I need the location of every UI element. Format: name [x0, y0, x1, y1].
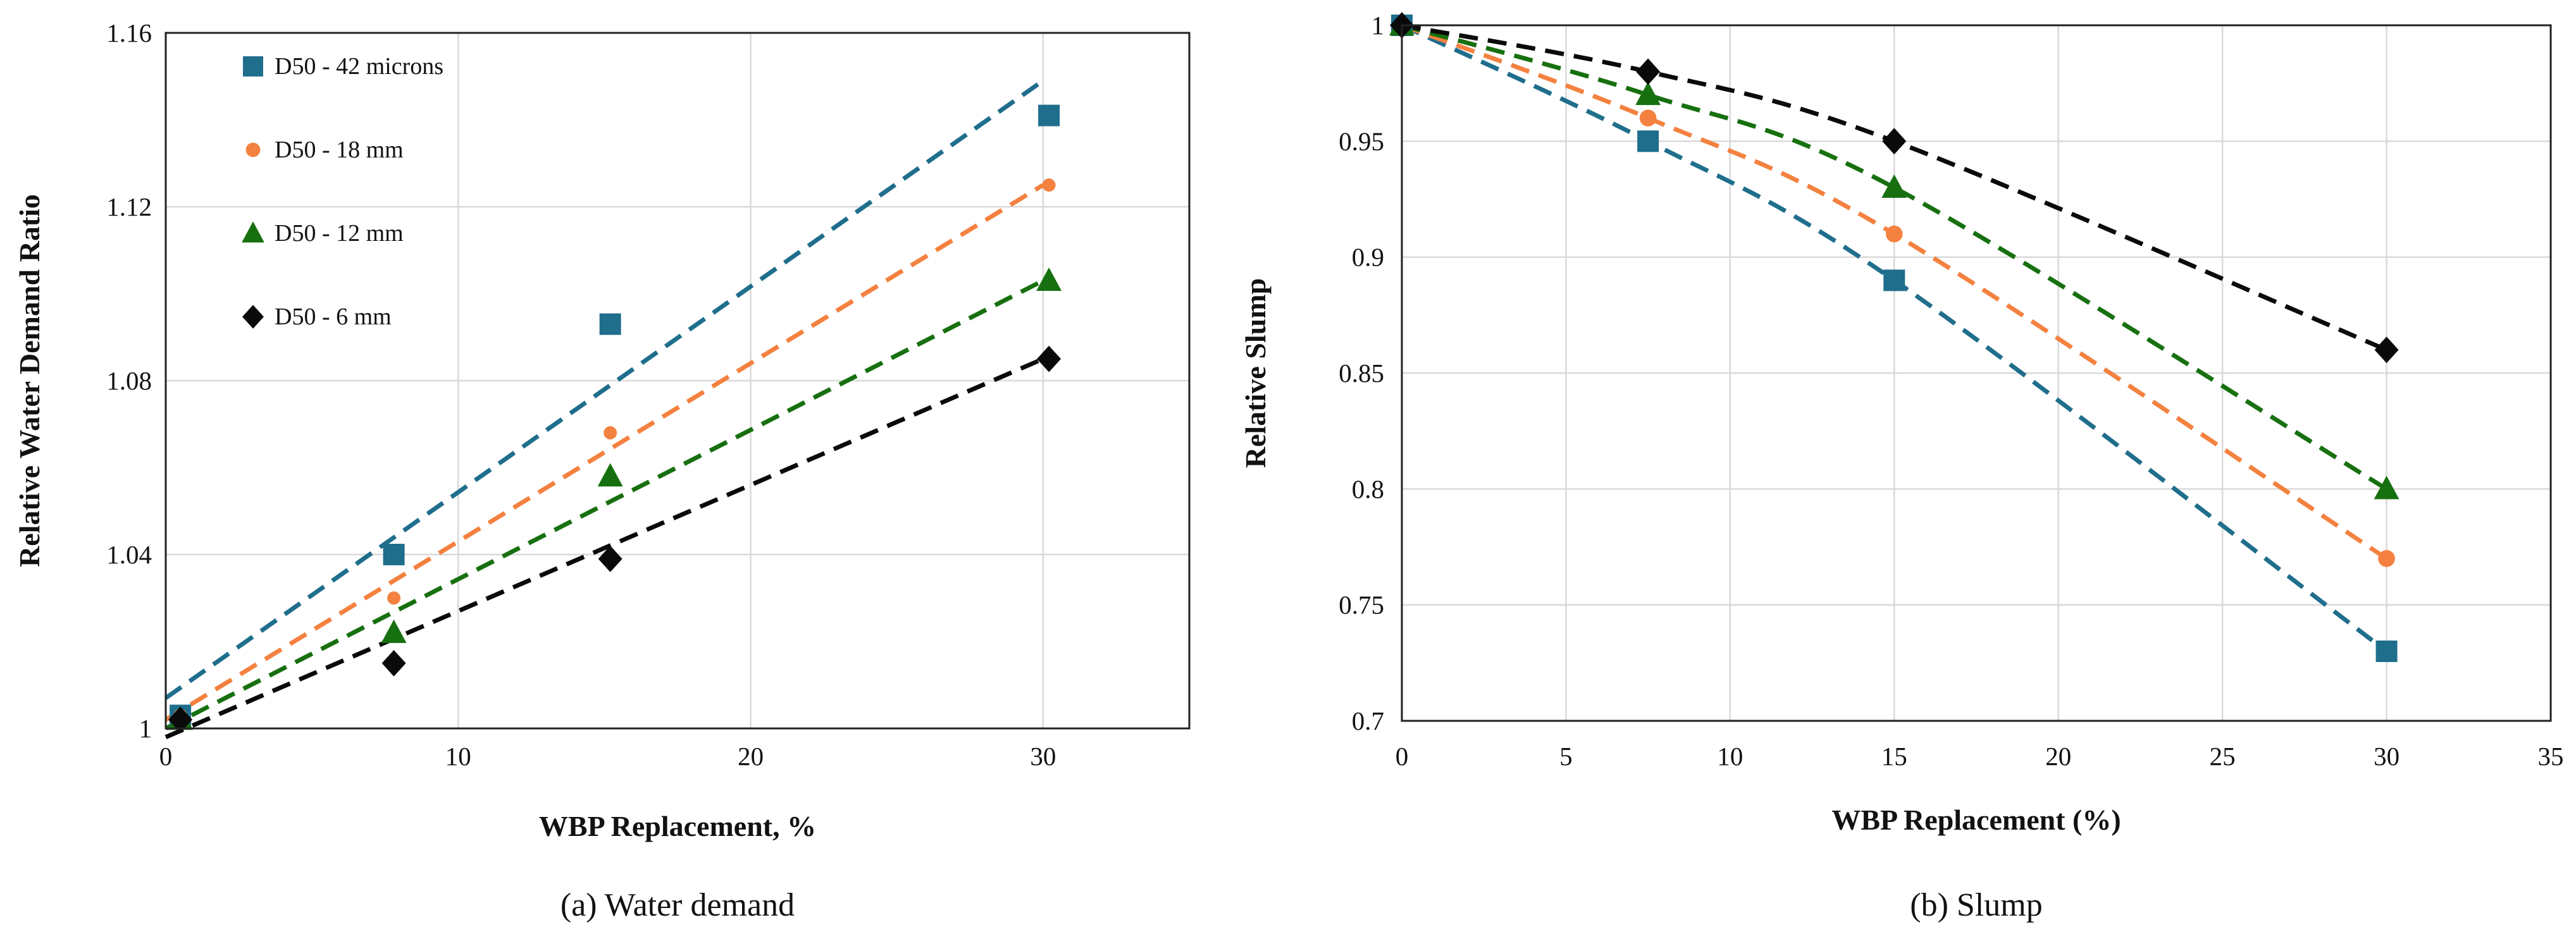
legend-item: D50 - 6 mm	[242, 304, 392, 330]
plot-frame	[164, 32, 1191, 730]
plot-frame	[1401, 24, 2552, 722]
y-tick-label: 1	[1372, 11, 1385, 40]
legend-item: D50 - 18 mm	[245, 137, 404, 163]
legend-label: D50 - 18 mm	[275, 137, 404, 163]
data-point	[1639, 109, 1657, 126]
legend-label: D50 - 12 mm	[275, 220, 404, 247]
y-tick-label: 0.95	[1339, 126, 1384, 156]
y-tick-label: 0.9	[1352, 243, 1384, 272]
x-tick-label: 10	[445, 742, 471, 771]
data-point	[381, 619, 407, 643]
x-tick-label: 30	[1030, 742, 1056, 771]
x-tick-label: 25	[2210, 742, 2236, 771]
x-axis-label: WBP Replacement, %	[539, 810, 816, 842]
data-point	[1882, 128, 1907, 155]
data-point	[1038, 104, 1060, 126]
legend-label: D50 - 6 mm	[275, 304, 392, 330]
data-point	[2375, 641, 2398, 662]
x-axis-label: WBP Replacement (%)	[1831, 804, 2121, 836]
data-point	[604, 426, 617, 439]
caption: (b) Slump	[1910, 887, 2042, 923]
data-points	[168, 104, 1062, 733]
x-tick-label: 10	[1717, 742, 1743, 771]
y-tick-label: 0.8	[1352, 474, 1384, 503]
data-point	[1883, 269, 1905, 291]
data-point	[2374, 476, 2400, 500]
data-point	[1042, 178, 1056, 192]
x-tick-label: 0	[159, 742, 173, 771]
trend-line	[1401, 23, 2387, 352]
data-point	[1635, 82, 1661, 106]
x-tick-label: 30	[2374, 742, 2400, 771]
legend-item: D50 - 12 mm	[242, 220, 404, 247]
data-point	[599, 313, 621, 335]
data-point	[168, 706, 193, 733]
grid-lines	[1401, 24, 2552, 722]
y-tick-label: 1.12	[106, 192, 152, 221]
data-point	[387, 591, 401, 605]
data-point	[1885, 225, 1903, 243]
panel-water-demand: 0 10 20 30 1 1.04 1.08 1.12 1.16 WBP Replacement…	[13, 18, 1191, 923]
data-point	[381, 649, 406, 677]
data-point	[383, 544, 405, 565]
trend-line	[164, 78, 1044, 700]
data-point	[2378, 550, 2395, 567]
y-axis-label: Relative Slump	[1239, 278, 1272, 468]
data-point	[1637, 130, 1659, 152]
legend: D50 - 42 microns D50 - 18 mm D50 - 12 mm D5…	[242, 53, 443, 330]
trend-lines	[1401, 23, 2388, 653]
caption: (a) Water demand	[560, 887, 795, 923]
data-point	[1036, 267, 1062, 291]
data-point	[1037, 345, 1062, 372]
data-point	[598, 545, 622, 572]
y-axis-label: Relative Water Demand Ratio	[13, 194, 46, 567]
trend-line	[164, 357, 1044, 739]
y-tick-label: 1.16	[106, 18, 152, 47]
trend-line	[1401, 23, 2388, 653]
x-tick-label: 35	[2538, 742, 2564, 771]
x-tick-label: 20	[2045, 742, 2071, 771]
data-point	[1881, 174, 1907, 198]
trend-line	[164, 278, 1044, 731]
y-tick-label: 0.7	[1352, 706, 1384, 735]
trend-line	[164, 183, 1044, 722]
x-tick-label: 20	[738, 742, 764, 771]
y-tick-label: 1.04	[106, 540, 152, 569]
data-point	[2374, 336, 2399, 364]
x-tick-label: 5	[1559, 742, 1573, 771]
legend-marker	[243, 56, 263, 77]
legend-marker	[242, 221, 264, 243]
y-tick-label: 1.08	[106, 366, 152, 395]
y-tick-label: 1	[139, 714, 152, 743]
legend-label: D50 - 42 microns	[275, 53, 443, 80]
y-tick-label: 0.85	[1339, 359, 1384, 388]
y-tick-label: 0.75	[1339, 591, 1384, 620]
legend-item: D50 - 42 microns	[243, 53, 443, 80]
tick-labels: 0 10 20 30 1 1.04 1.08 1.12 1.16	[106, 18, 1056, 771]
panel-slump: 0 5 10 15 20 25 30 35 0.7 0.75 0.8 0.85 0.9 0.95 1 WBP…	[1239, 11, 2564, 923]
data-point	[1636, 58, 1661, 85]
legend-marker	[245, 142, 261, 157]
trend-lines	[164, 78, 1044, 739]
legend-marker	[242, 305, 264, 329]
trend-line	[1401, 23, 2388, 561]
tick-labels: 0 5 10 15 20 25 30 35 0.7 0.75 0.8 0.85 0.9 0.95 1	[1339, 11, 2563, 771]
data-point	[597, 463, 623, 487]
x-tick-label: 0	[1396, 742, 1409, 771]
trend-line	[1401, 23, 2388, 491]
x-tick-label: 15	[1881, 742, 1907, 771]
